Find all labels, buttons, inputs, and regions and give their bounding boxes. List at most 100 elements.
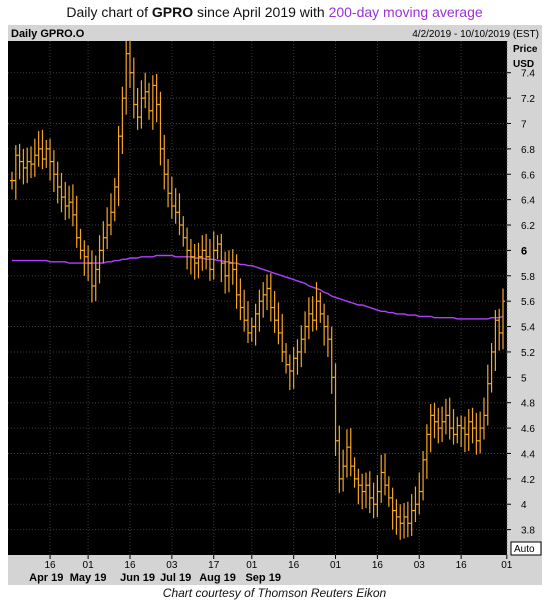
month-label: Jul 19 <box>160 572 191 584</box>
price-bar <box>154 73 159 123</box>
header-strip <box>8 25 542 41</box>
price-bar <box>295 339 300 375</box>
price-bar <box>329 326 334 394</box>
price-bar <box>207 238 212 281</box>
price-bar <box>55 161 60 204</box>
month-label: Aug 19 <box>199 572 236 584</box>
price-bar <box>21 148 26 185</box>
price-tick-label: 4.6 <box>521 424 535 435</box>
price-tick-label: 4 <box>521 500 527 511</box>
moving-average-line <box>12 254 504 320</box>
day-tick-label: 01 <box>246 560 258 571</box>
price-bar <box>474 412 479 455</box>
price-bar <box>67 185 72 219</box>
price-bar <box>405 501 410 538</box>
moving-average-layer <box>12 254 504 320</box>
price-bar <box>215 235 220 260</box>
price-axis-title: Price <box>513 44 538 55</box>
title-moving-average: 200-day moving average <box>328 4 483 20</box>
price-bar <box>280 313 285 363</box>
price-bar <box>97 235 102 284</box>
price-bar <box>173 188 178 224</box>
price-tick-label: 6.4 <box>521 196 535 207</box>
price-bar <box>120 86 125 154</box>
price-bar <box>219 233 224 283</box>
price-tick-label: 6.6 <box>521 170 535 181</box>
price-chart-svg: 3.8 4 4.2 4.4 4.6 4.8 5 5.2 5.4 5.6 5.8 6 6.2 6.4 6.6 6… <box>8 25 542 585</box>
price-bar <box>348 428 353 477</box>
day-tick-label: 01 <box>83 560 95 571</box>
title-middle: since April 2019 with <box>193 4 329 20</box>
month-label: Apr 19 <box>29 572 63 584</box>
day-tick-label: 16 <box>124 560 136 571</box>
day-tick-label: 03 <box>414 560 426 571</box>
price-tick-label: 4.8 <box>521 399 535 410</box>
price-bar <box>341 449 346 492</box>
price-bar <box>185 227 190 270</box>
price-bar <box>421 450 426 501</box>
price-bar <box>150 75 155 130</box>
price-tick-label: 7.4 <box>521 69 535 80</box>
price-bar <box>234 254 239 309</box>
price-bar <box>147 82 152 120</box>
price-bar <box>287 354 292 391</box>
price-bar <box>428 403 433 453</box>
auto-scale-button-box[interactable] <box>510 541 542 556</box>
price-bar <box>82 240 87 276</box>
time-axis-panel <box>8 555 542 585</box>
price-chart[interactable]: 3.8 4 4.2 4.4 4.6 4.8 5 5.2 5.4 5.6 5.8 6 6.2 6.4 6.6 6… <box>8 25 542 585</box>
price-bar <box>93 255 98 302</box>
month-label: May 19 <box>70 572 107 584</box>
price-bar <box>36 131 41 167</box>
price-bar <box>363 472 368 509</box>
price-bar <box>409 494 414 536</box>
price-bar <box>40 129 45 170</box>
price-tick-label: 6 <box>521 246 527 257</box>
price-tick-label: 6.2 <box>521 221 535 232</box>
price-tick-label: 5.6 <box>521 297 535 308</box>
price-bar <box>211 231 216 280</box>
price-bar <box>204 233 209 270</box>
price-tick-label: 7.2 <box>521 94 535 105</box>
price-bar <box>440 406 445 443</box>
price-bar <box>86 245 91 281</box>
month-label: Sep 19 <box>245 572 280 584</box>
price-bar <box>249 317 254 342</box>
price-bar <box>470 407 475 444</box>
price-bar <box>253 303 258 346</box>
price-tick-label: 4.2 <box>521 475 535 486</box>
price-bar <box>481 397 486 440</box>
price-bar <box>318 292 323 323</box>
price-bar <box>10 171 14 190</box>
day-tick-label: 17 <box>208 560 220 571</box>
price-tick-label: 5.2 <box>521 348 535 359</box>
price-bar <box>451 409 456 445</box>
price-bar <box>386 476 391 507</box>
price-bar <box>501 288 505 350</box>
price-tick-label: 6.8 <box>521 145 535 156</box>
price-bar <box>200 235 205 271</box>
month-label: Jun 19 <box>120 572 155 584</box>
price-bar <box>223 251 228 294</box>
price-bar <box>261 282 266 318</box>
auto-scale-button[interactable]: Auto <box>514 544 535 555</box>
grid-layer <box>8 41 508 555</box>
price-bar <box>306 297 311 340</box>
price-tick-label: 3.8 <box>521 526 535 537</box>
price-bar <box>322 303 327 346</box>
price-bar <box>192 244 197 280</box>
series-label: Daily GPRO.O <box>11 28 85 40</box>
price-tick-label: 5 <box>521 373 527 384</box>
price-bar <box>29 146 34 179</box>
price-axis-unit: USD <box>513 59 534 70</box>
day-tick-label: 01 <box>501 560 513 571</box>
price-bar <box>238 278 243 321</box>
price-bar <box>70 184 75 227</box>
price-bar <box>417 472 422 515</box>
title-prefix: Daily chart of <box>66 4 152 20</box>
price-bar <box>485 364 490 426</box>
price-bar <box>116 126 121 206</box>
price-bar <box>181 216 186 247</box>
price-bar <box>188 238 193 275</box>
price-bar <box>325 315 330 358</box>
